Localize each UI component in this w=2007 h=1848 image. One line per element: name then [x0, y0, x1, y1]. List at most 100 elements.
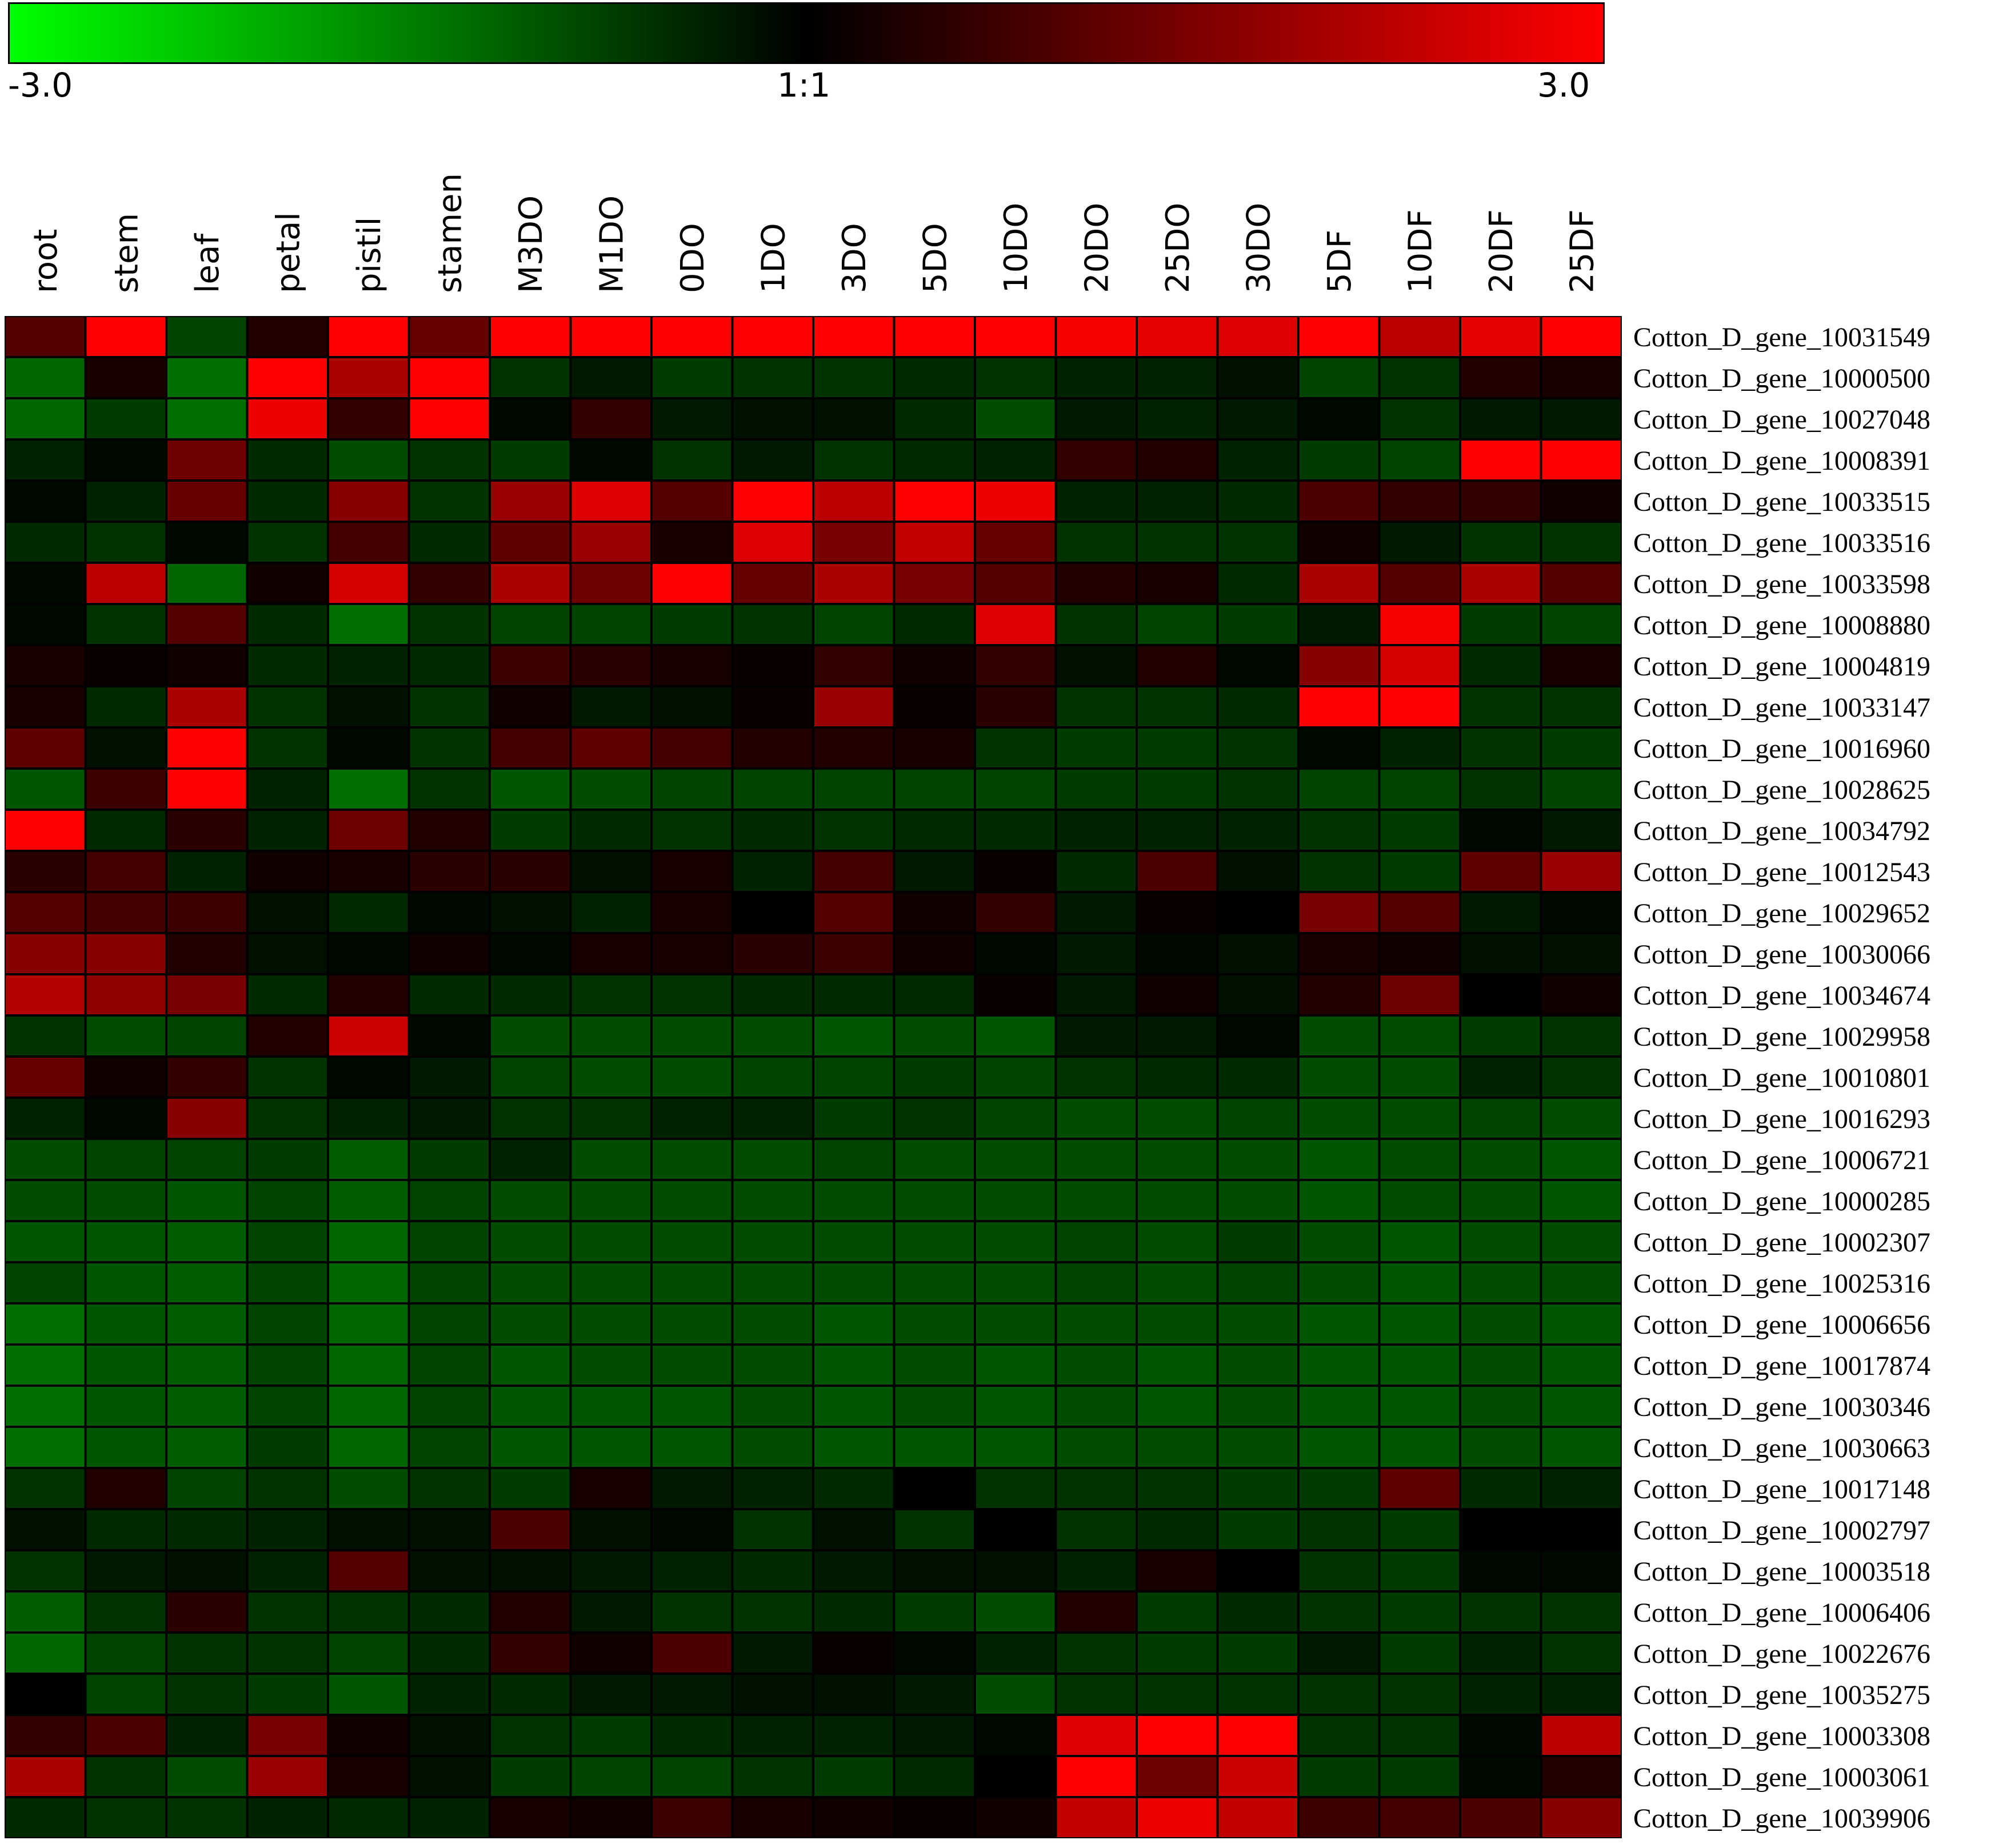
heatmap-cell: [410, 1222, 489, 1261]
heatmap-cell: [1380, 1593, 1459, 1631]
heatmap-cell: [1542, 1305, 1621, 1343]
heatmap-cell: [491, 1510, 570, 1549]
heatmap-cell: [248, 1593, 327, 1631]
heatmap-cell: [1300, 564, 1378, 603]
heatmap-cell: [6, 358, 85, 397]
heatmap-cell: [329, 934, 408, 973]
heatmap-cell: [1461, 482, 1540, 521]
heatmap-cell: [895, 1305, 974, 1343]
heatmap-cell: [1138, 1305, 1217, 1343]
row-label: Cotton_D_gene_10033147: [1633, 693, 1930, 723]
heatmap-cell: [329, 770, 408, 809]
row-label: Cotton_D_gene_10010801: [1633, 1063, 1930, 1093]
heatmap-cell: [976, 1551, 1055, 1590]
heatmap-cell: [1138, 1593, 1217, 1631]
heatmap-cell: [653, 1551, 731, 1590]
heatmap-cell: [733, 1634, 812, 1673]
heatmap-cell: [1057, 852, 1136, 891]
heatmap-cell: [895, 1716, 974, 1755]
heatmap-cell: [248, 441, 327, 479]
heatmap-cell: [653, 770, 731, 809]
heatmap-cell: [653, 1222, 731, 1261]
heatmap-cell: [653, 1058, 731, 1097]
heatmap-cell: [6, 1757, 85, 1796]
heatmap-cell: [1380, 646, 1459, 685]
heatmap-cell: [814, 975, 893, 1014]
heatmap-cell: [1057, 317, 1136, 356]
heatmap-cell: [329, 1140, 408, 1179]
heatmap-cell: [491, 1181, 570, 1220]
heatmap-cell: [895, 687, 974, 726]
heatmap-cell: [895, 811, 974, 850]
heatmap-cell: [86, 564, 165, 603]
heatmap-cell: [976, 1346, 1055, 1385]
heatmap-cell: [733, 523, 812, 562]
heatmap-cell: [1057, 1181, 1136, 1220]
row-label: Cotton_D_gene_10016293: [1633, 1104, 1930, 1134]
heatmap-cell: [653, 399, 731, 438]
heatmap-cell: [814, 646, 893, 685]
heatmap-cell: [1138, 523, 1217, 562]
heatmap-cell: [167, 729, 246, 767]
heatmap-cell: [491, 605, 570, 644]
heatmap-cell: [167, 1757, 246, 1796]
heatmap-cell: [1380, 729, 1459, 767]
heatmap-cell: [1300, 1058, 1378, 1097]
row-label: Cotton_D_gene_10016960: [1633, 734, 1930, 764]
heatmap-cell: [491, 1017, 570, 1055]
row-label: Cotton_D_gene_10033516: [1633, 528, 1930, 558]
heatmap-cell: [976, 1058, 1055, 1097]
heatmap-cell: [976, 358, 1055, 397]
heatmap-cell: [1380, 317, 1459, 356]
heatmap-cell: [491, 975, 570, 1014]
heatmap-cell: [814, 1634, 893, 1673]
heatmap-cell: [1057, 1798, 1136, 1837]
heatmap-cell: [895, 893, 974, 932]
heatmap-cell: [1218, 975, 1297, 1014]
heatmap-cell: [6, 317, 85, 356]
column-label: M1DO: [593, 195, 630, 293]
heatmap-cell: [167, 1675, 246, 1714]
row-label: Cotton_D_gene_10025316: [1633, 1269, 1930, 1299]
heatmap-cell: [410, 1099, 489, 1138]
row-label: Cotton_D_gene_10012543: [1633, 857, 1930, 887]
heatmap-cell: [814, 1305, 893, 1343]
heatmap-cell: [248, 1757, 327, 1796]
heatmap-cell: [167, 482, 246, 521]
heatmap-cell: [1461, 1181, 1540, 1220]
row-label: Cotton_D_gene_10003308: [1633, 1721, 1930, 1751]
heatmap-cell: [86, 687, 165, 726]
heatmap-cell: [976, 1222, 1055, 1261]
heatmap-cell: [733, 1510, 812, 1549]
heatmap-cell: [248, 811, 327, 850]
heatmap-cell: [814, 1675, 893, 1714]
scale-center-label: 1:1: [777, 66, 831, 105]
column-label: 3DO: [836, 223, 873, 293]
heatmap-cell: [653, 975, 731, 1014]
heatmap-cell: [1138, 1716, 1217, 1755]
heatmap-cell: [6, 852, 85, 891]
heatmap-cell: [1218, 1017, 1297, 1055]
heatmap-cell: [6, 564, 85, 603]
heatmap-cell: [491, 1634, 570, 1673]
heatmap-cell: [733, 1551, 812, 1590]
heatmap-cell: [571, 811, 650, 850]
heatmap-cell: [653, 1428, 731, 1467]
heatmap-cell: [491, 482, 570, 521]
heatmap-cell: [1461, 687, 1540, 726]
heatmap-cell: [895, 1798, 974, 1837]
heatmap-cell: [491, 1716, 570, 1755]
heatmap-cell: [895, 975, 974, 1014]
heatmap-cell: [1542, 1593, 1621, 1631]
heatmap-cell: [1542, 811, 1621, 850]
heatmap-cell: [1542, 1181, 1621, 1220]
heatmap-cell: [814, 770, 893, 809]
heatmap-cell: [329, 1757, 408, 1796]
heatmap-cell: [1380, 1675, 1459, 1714]
heatmap-cell: [248, 770, 327, 809]
heatmap-cell: [1300, 975, 1378, 1014]
column-label: 20DO: [1078, 203, 1116, 293]
heatmap-cell: [895, 852, 974, 891]
heatmap-cell: [410, 1263, 489, 1302]
heatmap-cell: [1138, 358, 1217, 397]
